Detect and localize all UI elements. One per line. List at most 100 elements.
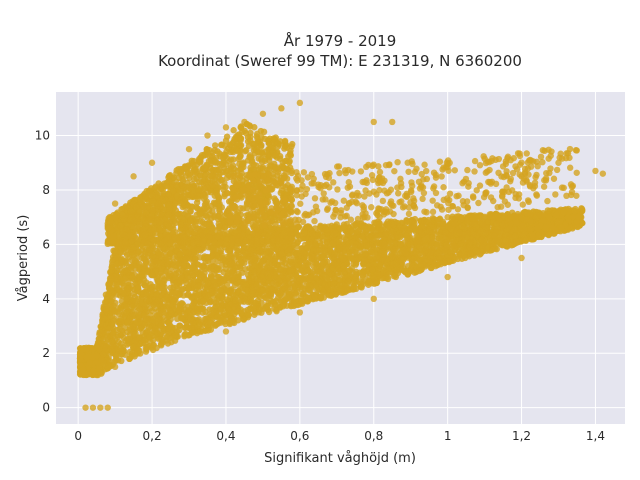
data-point [160, 305, 167, 313]
data-point [202, 265, 209, 273]
data-point [447, 225, 455, 233]
data-point [242, 266, 249, 273]
data-point [178, 274, 186, 282]
data-point [167, 306, 174, 314]
data-point [189, 328, 197, 336]
data-point [292, 290, 300, 298]
data-point [187, 312, 194, 319]
data-point [296, 309, 304, 316]
data-point [370, 295, 377, 303]
data-point [245, 312, 252, 319]
data-point [281, 280, 288, 287]
data-point [316, 268, 323, 276]
data-point [272, 281, 280, 288]
data-point [325, 292, 333, 299]
data-point [195, 282, 202, 289]
data-point [389, 118, 396, 126]
data-point [278, 105, 285, 112]
data-point [111, 200, 119, 207]
data-point [244, 271, 252, 278]
data-point [109, 305, 116, 312]
data-point [152, 257, 160, 265]
data-point [135, 248, 143, 256]
data-point [479, 244, 486, 251]
data-point [294, 238, 302, 246]
data-point [389, 228, 397, 235]
data-point [297, 283, 305, 291]
data-point [222, 328, 230, 335]
data-point [311, 293, 319, 301]
data-point [364, 277, 372, 284]
data-point [221, 315, 229, 322]
data-point [313, 260, 320, 268]
data-point [545, 231, 553, 238]
data-point [224, 296, 231, 303]
data-point [374, 270, 381, 277]
chart-title-line1: År 1979 - 2019 [284, 31, 397, 50]
data-point [235, 308, 242, 315]
data-point [330, 280, 337, 287]
data-point [179, 285, 187, 293]
chart-title-line2: Koordinat (Sweref 99 TM): E 231319, N 63… [158, 52, 522, 70]
data-point [255, 265, 262, 273]
data-point [144, 289, 151, 297]
data-point [204, 132, 211, 139]
data-point [405, 254, 412, 261]
data-point [184, 303, 192, 310]
data-point [287, 256, 294, 264]
data-point [599, 170, 607, 177]
data-point [296, 258, 304, 265]
data-point [240, 298, 248, 305]
data-point [108, 275, 116, 283]
data-point [219, 295, 226, 303]
data-point [518, 254, 525, 262]
data-point [142, 259, 150, 266]
data-point [352, 261, 359, 268]
data-point [416, 267, 423, 275]
data-points [76, 99, 607, 411]
data-point [102, 342, 109, 350]
data-point [464, 218, 471, 225]
data-point [135, 312, 143, 319]
data-point [114, 326, 121, 334]
data-point [195, 246, 203, 253]
data-point [94, 344, 101, 352]
data-point [143, 296, 150, 304]
data-point [184, 273, 191, 281]
data-point [519, 222, 527, 229]
data-point [385, 222, 392, 230]
data-point [264, 292, 271, 299]
data-point [109, 338, 116, 345]
data-point [173, 279, 181, 286]
data-point [169, 290, 176, 297]
data-point [544, 207, 551, 214]
data-point [222, 124, 230, 131]
data-point [117, 344, 124, 351]
data-point [109, 330, 116, 338]
data-point [259, 258, 266, 265]
data-point [89, 404, 97, 411]
data-point [422, 242, 429, 249]
data-point [353, 277, 360, 285]
data-point [403, 232, 411, 239]
data-point [157, 341, 165, 348]
data-point [381, 251, 388, 259]
data-point [360, 258, 368, 265]
data-point [122, 351, 129, 358]
data-point [400, 246, 407, 254]
data-point [165, 325, 173, 333]
data-point [108, 266, 115, 274]
data-point [448, 231, 455, 239]
data-point [350, 283, 357, 290]
data-point [435, 220, 443, 227]
data-point [111, 249, 118, 256]
data-point [170, 271, 178, 278]
data-point [140, 268, 148, 275]
data-point [279, 303, 287, 310]
data-point [493, 220, 500, 228]
data-point [533, 212, 541, 219]
data-point [124, 318, 131, 326]
data-point [295, 277, 303, 284]
data-point [341, 282, 348, 289]
